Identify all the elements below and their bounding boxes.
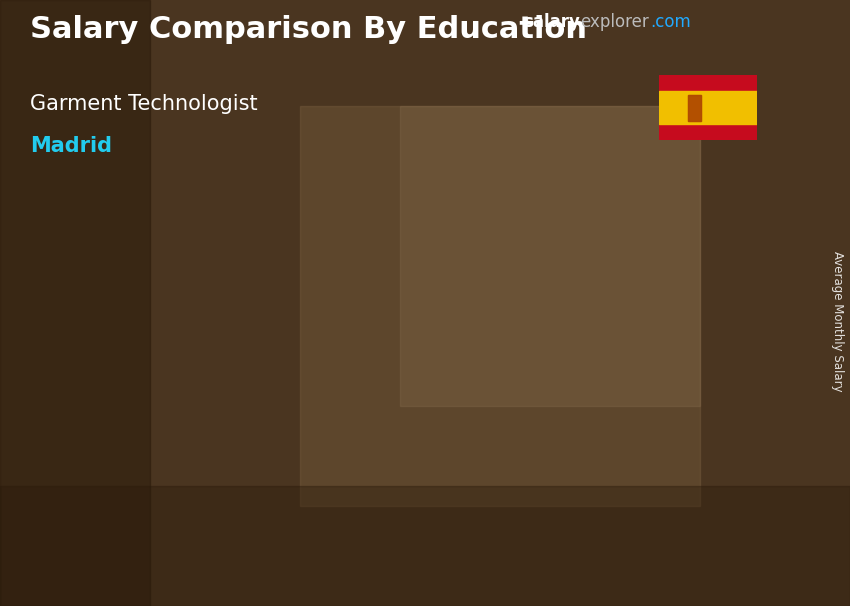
Bar	[368, 318, 446, 497]
Polygon shape	[689, 210, 706, 497]
Bar	[400, 106, 700, 406]
Text: 2,510 EUR: 2,510 EUR	[357, 295, 452, 313]
Text: 1,660 EUR: 1,660 EUR	[114, 355, 209, 373]
Bar	[300, 106, 700, 506]
Text: Madrid: Madrid	[30, 136, 111, 156]
Polygon shape	[446, 305, 463, 497]
Text: Garment Technologist: Garment Technologist	[30, 94, 258, 114]
Bar	[659, 92, 756, 124]
Bar	[0, 0, 150, 606]
Bar	[125, 379, 203, 497]
Text: 3,760 EUR: 3,760 EUR	[607, 206, 703, 224]
Text: Average Monthly Salary: Average Monthly Salary	[830, 251, 844, 391]
Bar	[688, 95, 701, 121]
Bar	[688, 95, 701, 121]
Polygon shape	[368, 305, 463, 318]
Bar	[0, 486, 850, 606]
Text: +50%: +50%	[500, 188, 593, 216]
Text: explorer: explorer	[581, 13, 649, 32]
Polygon shape	[125, 369, 220, 379]
Text: salary: salary	[523, 13, 580, 32]
Text: +51%: +51%	[257, 278, 350, 305]
Text: Salary Comparison By Education: Salary Comparison By Education	[30, 15, 586, 44]
Bar	[611, 230, 689, 497]
Polygon shape	[203, 369, 220, 497]
Polygon shape	[611, 210, 706, 230]
Text: .com: .com	[650, 13, 691, 32]
